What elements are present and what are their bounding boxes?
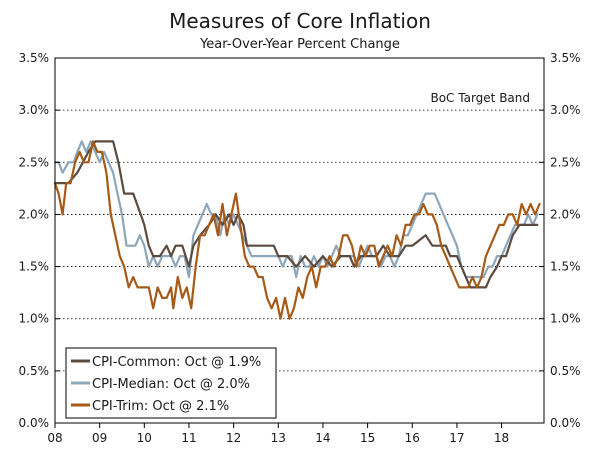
- y-tick-label-right: 0.5%: [550, 364, 581, 378]
- y-tick-label-right: 0.0%: [550, 416, 581, 430]
- x-tick-label: 17: [449, 431, 464, 445]
- x-tick-label: 08: [47, 431, 62, 445]
- legend-label-trim: CPI-Trim: Oct @ 2.1%: [92, 399, 229, 414]
- y-tick-label-right: 1.5%: [550, 260, 581, 274]
- plot-frame: [54, 57, 545, 424]
- x-tick-label: 18: [494, 431, 509, 445]
- y-tick-label-left: 2.5%: [19, 155, 50, 169]
- y-tick-label-left: 3.5%: [19, 51, 50, 65]
- y-tick-label-right: 2.5%: [550, 155, 581, 169]
- y-tick-label-left: 0.5%: [19, 364, 50, 378]
- y-tick-label-left: 3.0%: [19, 103, 50, 117]
- x-axis: 08 09 10 11 12 13 14 15 16 17 18: [47, 423, 509, 445]
- x-tick-label: 14: [315, 431, 330, 445]
- x-tick-label: 09: [92, 431, 107, 445]
- y-tick-label-left: 1.0%: [19, 312, 50, 326]
- x-tick-label: 13: [271, 431, 286, 445]
- chart-subtitle: Year-Over-Year Percent Change: [199, 37, 400, 52]
- series-lines: [53, 140, 541, 320]
- y-tick-label-right: 2.0%: [550, 207, 581, 221]
- target-band: BoC Target Band: [55, 91, 544, 111]
- series-line-median: [53, 140, 539, 279]
- y-tick-label-left: 0.0%: [19, 416, 50, 430]
- chart-title: Measures of Core Inflation: [169, 9, 431, 33]
- series-line-common: [53, 140, 539, 289]
- y-tick-label-left: 2.0%: [19, 207, 50, 221]
- y-tick-label-right: 3.5%: [550, 51, 581, 65]
- x-tick-label: 10: [137, 431, 152, 445]
- y-tick-label-left: 1.5%: [19, 260, 50, 274]
- x-tick-label: 15: [360, 431, 375, 445]
- legend: CPI-Common: Oct @ 1.9% CPI-Median: Oct @ …: [65, 347, 277, 419]
- target-band-label: BoC Target Band: [430, 91, 530, 105]
- y-tick-label-right: 1.0%: [550, 312, 581, 326]
- y-axis-right: 0.0% 0.5% 1.0% 1.5% 2.0% 2.5% 3.0% 3.5%: [539, 51, 581, 430]
- series-line-trim: [53, 140, 541, 320]
- y-tick-label-right: 3.0%: [550, 103, 581, 117]
- y-axis-left: 0.0% 0.5% 1.0% 1.5% 2.0% 2.5% 3.0% 3.5%: [19, 51, 60, 430]
- legend-label-median: CPI-Median: Oct @ 2.0%: [92, 377, 250, 392]
- x-tick-label: 12: [226, 431, 241, 445]
- legend-items: CPI-Common: Oct @ 1.9% CPI-Median: Oct @ …: [71, 355, 261, 414]
- legend-label-common: CPI-Common: Oct @ 1.9%: [92, 355, 261, 370]
- x-tick-label: 11: [181, 431, 196, 445]
- x-tick-label: 16: [405, 431, 420, 445]
- legend-box: [65, 347, 277, 419]
